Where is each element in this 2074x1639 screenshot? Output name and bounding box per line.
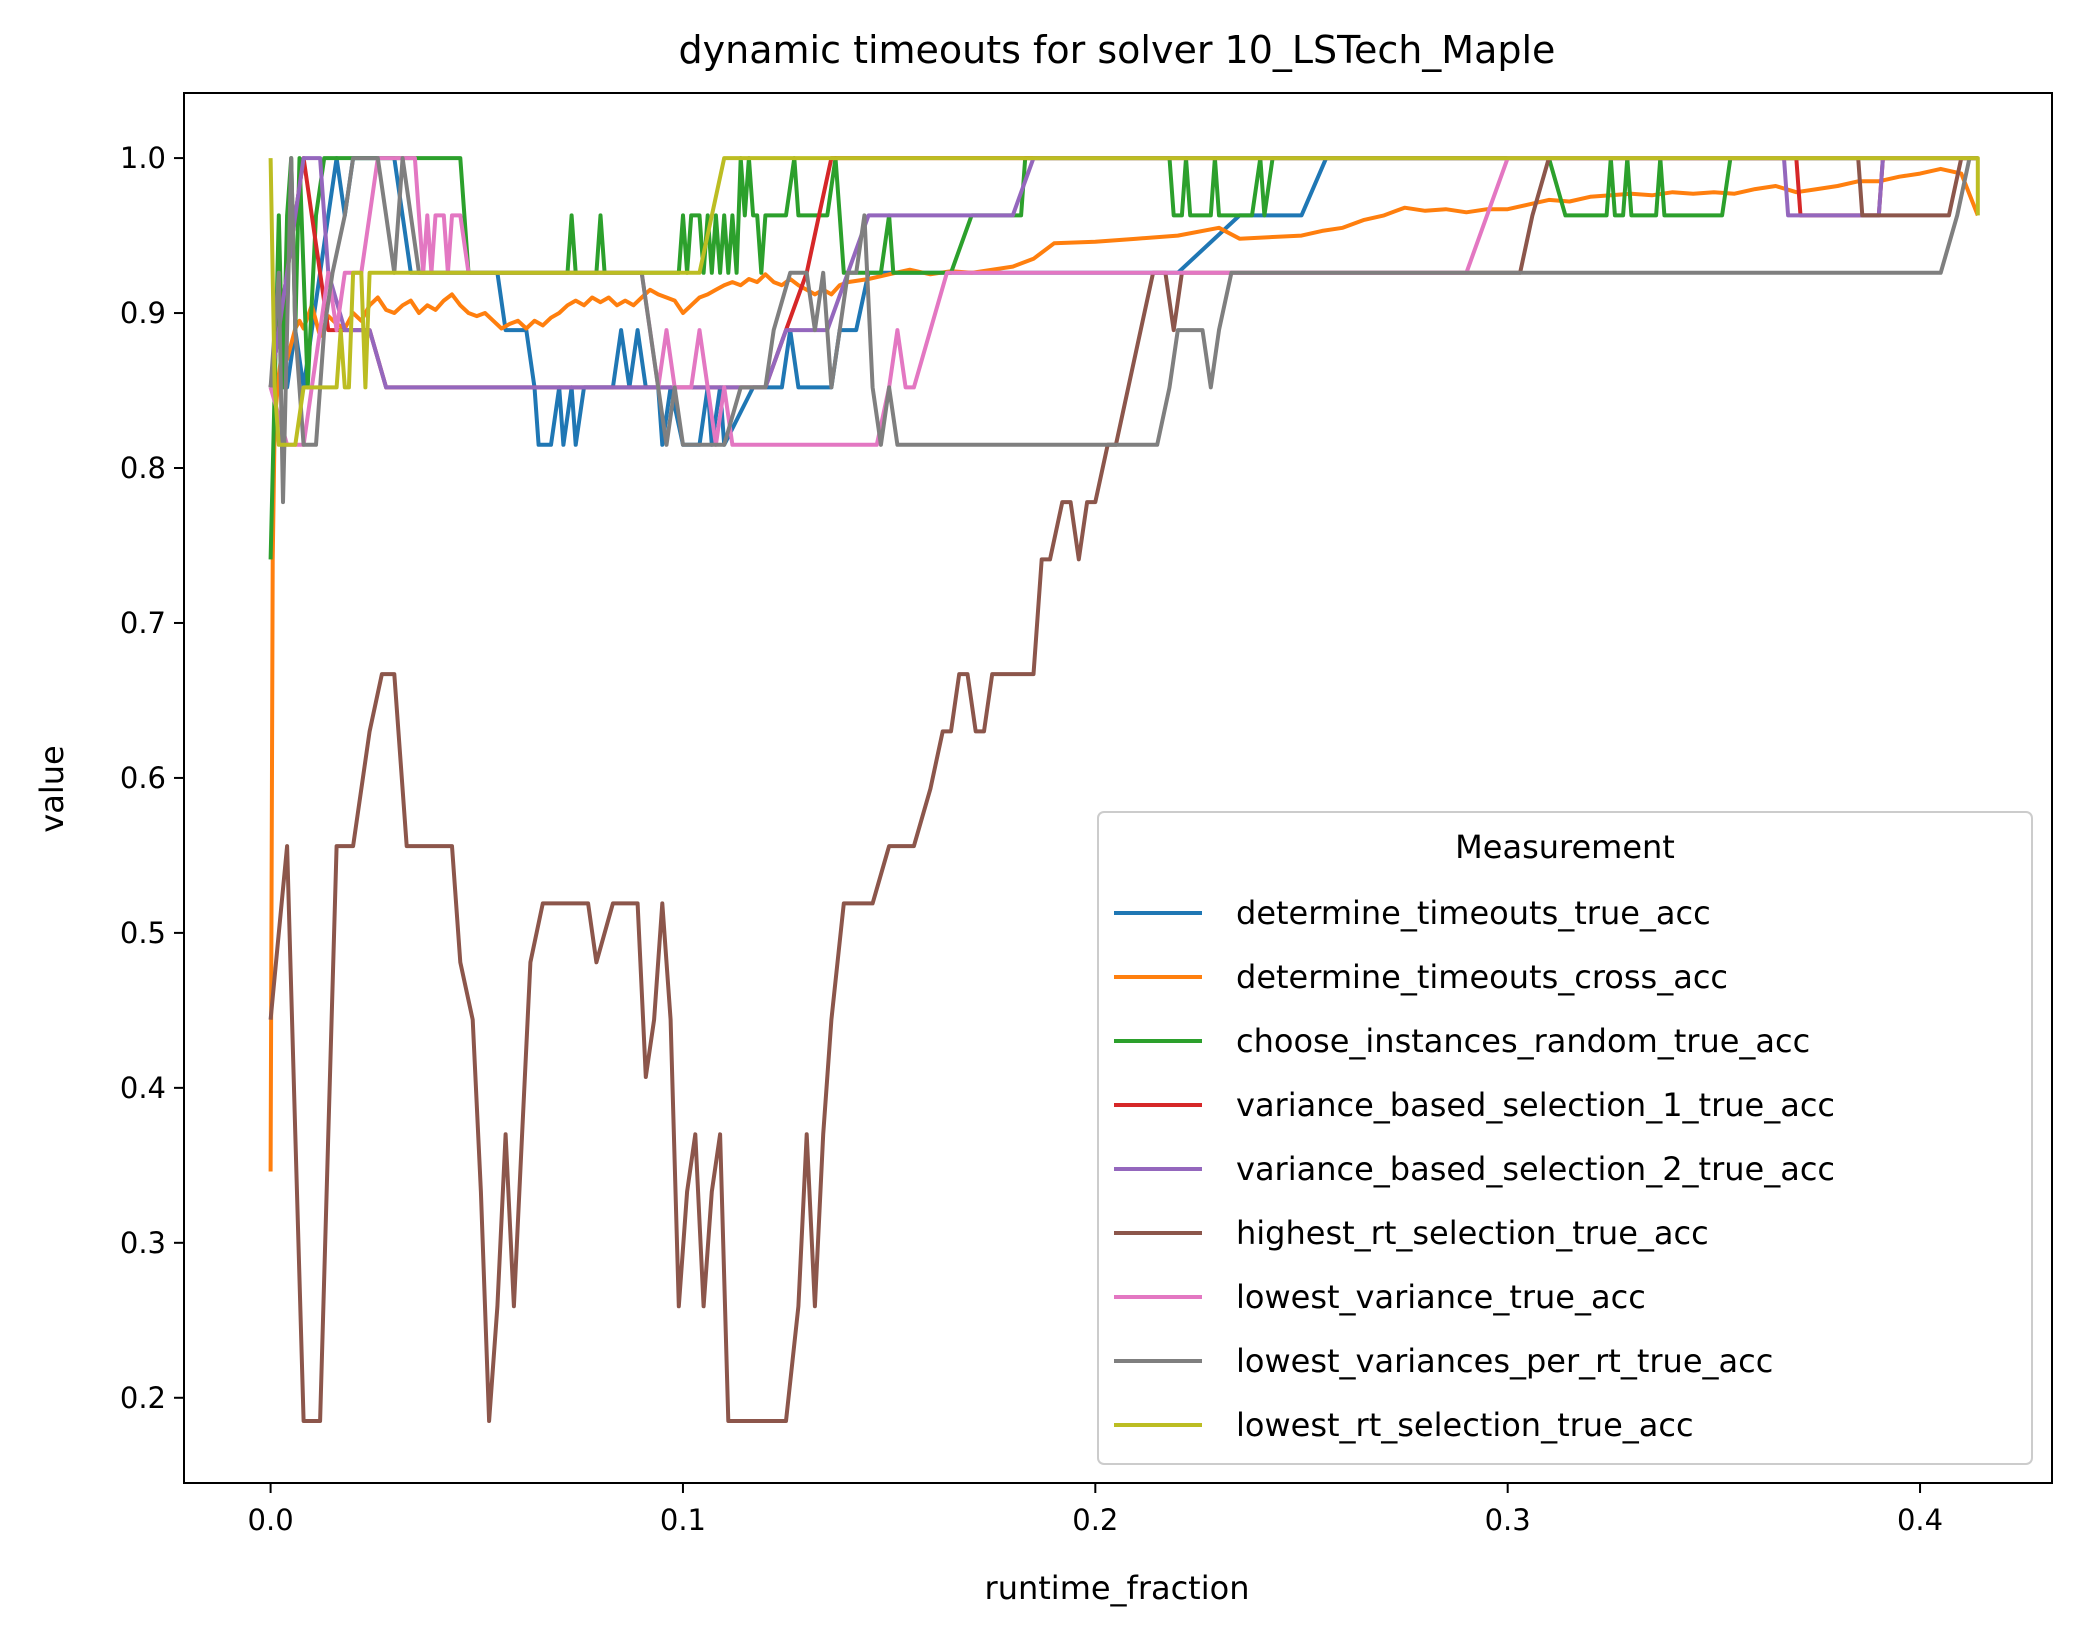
chart-title: dynamic timeouts for solver 10_LSTech_Ma… bbox=[679, 28, 1556, 72]
x-tick-label-4: 0.4 bbox=[1897, 1503, 1943, 1537]
legend-box bbox=[1097, 811, 2033, 1465]
series-line-0 bbox=[268, 156, 1978, 447]
y-tick-label-8: 1.0 bbox=[120, 141, 166, 175]
legend-label-3: variance_based_selection_1_true_acc bbox=[1236, 1086, 1835, 1124]
legend-label-5: highest_rt_selection_true_acc bbox=[1236, 1214, 1709, 1252]
legend-label-2: choose_instances_random_true_acc bbox=[1236, 1022, 1810, 1060]
x-tick-label-3: 0.3 bbox=[1485, 1503, 1531, 1537]
y-tick-label-6: 0.8 bbox=[120, 451, 166, 485]
x-tick-label-0: 0.0 bbox=[248, 1503, 294, 1537]
x-axis-label: runtime_fraction bbox=[985, 1569, 1250, 1607]
legend-entries: determine_timeouts_true_acc determine_tim… bbox=[1114, 894, 1835, 1444]
y-axis-label: value bbox=[33, 745, 71, 832]
y-tick-label-1: 0.3 bbox=[120, 1226, 166, 1260]
legend-label-0: determine_timeouts_true_acc bbox=[1236, 894, 1711, 932]
series-layer bbox=[268, 156, 1980, 1423]
legend-label-4: variance_based_selection_2_true_acc bbox=[1236, 1150, 1835, 1188]
legend-label-1: determine_timeouts_cross_acc bbox=[1236, 958, 1728, 996]
x-tick-label-1: 0.1 bbox=[660, 1503, 706, 1537]
legend-label-7: lowest_variances_per_rt_true_acc bbox=[1236, 1342, 1773, 1380]
series-line-8 bbox=[268, 156, 1980, 447]
x-axis: 0.0 0.1 0.2 0.3 0.4 bbox=[248, 1483, 1943, 1537]
x-tick-label-2: 0.2 bbox=[1072, 1503, 1118, 1537]
y-tick-label-3: 0.5 bbox=[120, 916, 166, 950]
y-tick-label-5: 0.7 bbox=[120, 606, 166, 640]
legend-label-8: lowest_rt_selection_true_acc bbox=[1236, 1406, 1694, 1444]
y-tick-label-4: 0.6 bbox=[120, 761, 166, 795]
series-line-5 bbox=[268, 156, 1978, 1423]
y-tick-label-0: 0.2 bbox=[120, 1381, 166, 1415]
legend: Measurement determine_timeouts_true_accd… bbox=[1097, 811, 2033, 1465]
y-tick-label-7: 0.9 bbox=[120, 296, 166, 330]
y-tick-label-2: 0.4 bbox=[120, 1071, 166, 1105]
series-line-1 bbox=[268, 166, 1980, 1172]
series-line-4 bbox=[268, 156, 1978, 390]
plot-frame bbox=[183, 92, 2053, 1484]
y-axis: 0.2 0.3 0.4 0.5 0.6 0.7 0.8 0.9 1.0 bbox=[120, 141, 184, 1415]
legend-title: Measurement bbox=[1455, 828, 1675, 866]
legend-label-6: lowest_variance_true_acc bbox=[1236, 1278, 1646, 1316]
series-line-7 bbox=[268, 156, 1978, 505]
